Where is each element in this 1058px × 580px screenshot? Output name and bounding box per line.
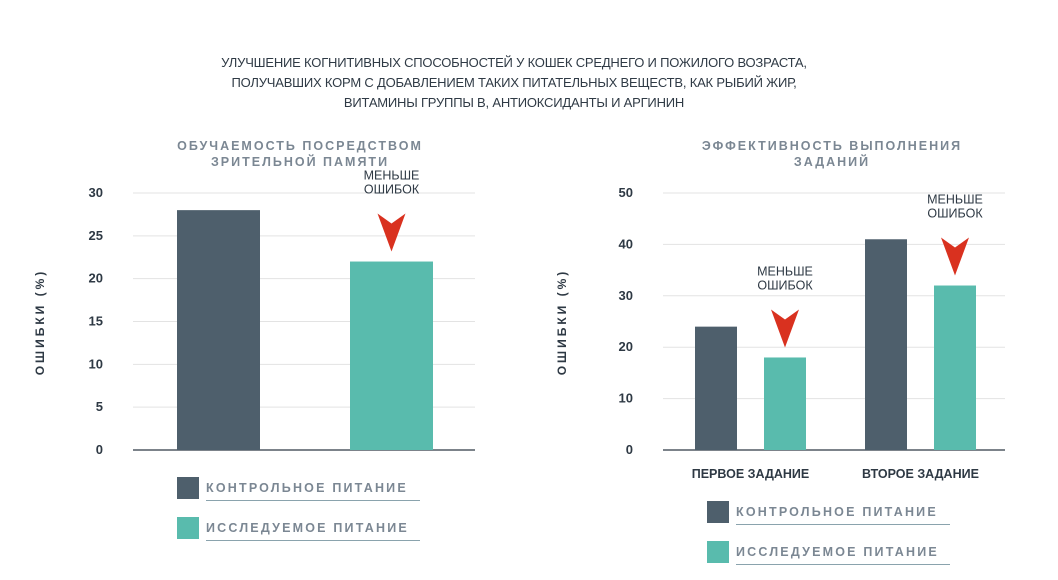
chart-1-title: ОБУЧАЕМОСТЬ ПОСРЕДСТВОМ ЗРИТЕЛЬНОЙ ПАМЯТ… [140, 138, 460, 170]
chart-1-legend-control-underline [206, 500, 420, 501]
chart-2-legend-control-label: КОНТРОЛЬНОЕ ПИТАНИЕ [736, 505, 938, 519]
chart-1-y-tick-label: 30 [89, 185, 103, 200]
chart-2-y-tick-label: 20 [619, 339, 633, 354]
chart-2-legend-test-underline [736, 564, 950, 565]
chart-1-annotation-arrow [377, 213, 406, 252]
chart-2-title-line-2: ЗАДАНИЙ [793, 155, 871, 169]
chart-2-annotation-text-line: ОШИБОК [757, 278, 813, 292]
chart-2-y-tick-label: 50 [619, 185, 633, 200]
chart-2-x-category-label: ПЕРВОЕ ЗАДАНИЕ [692, 467, 810, 481]
chart-2-legend-test-swatch [707, 541, 729, 563]
chart-1-y-tick-label: 20 [89, 271, 103, 286]
chart-2-y-tick-label: 30 [619, 288, 633, 303]
chart-1-legend-test-swatch [177, 517, 199, 539]
chart-1-bar-control-1 [177, 210, 260, 450]
chart-1-annotation-text-line: МЕНЬШЕ [364, 169, 420, 183]
chart-1-legend-control-label: КОНТРОЛЬНОЕ ПИТАНИЕ [206, 481, 408, 495]
chart-2-title: ЭФФЕКТИВНОСТЬ ВЫПОЛНЕНИЯ ЗАДАНИЙ [672, 138, 992, 170]
chart-2-bar-control-1 [695, 326, 737, 450]
main-title-line-1: УЛУЧШЕНИЕ КОГНИТИВНЫХ СПОСОБНОСТЕЙ У КОШ… [221, 55, 807, 70]
chart-2-legend-test-label: ИССЛЕДУЕМОЕ ПИТАНИЕ [736, 545, 939, 559]
chart-1-y-tick-label: 10 [89, 356, 103, 371]
main-title-line-3: ВИТАМИНЫ ГРУППЫ В, АНТИОКСИДАНТЫ И АРГИН… [343, 95, 685, 110]
chart-2-legend-control-underline [736, 524, 950, 525]
chart-2-x-category-label: ВТОРОЕ ЗАДАНИЕ [862, 467, 979, 481]
chart-1-y-tick-label: 0 [96, 442, 103, 457]
chart-2-bar-control-2 [865, 239, 907, 450]
chart-1-y-tick-label: 5 [96, 399, 103, 414]
chart-2-annotation-arrow [771, 309, 799, 348]
chart-2-legend-control-swatch [707, 501, 729, 523]
chart-1-y-tick-label: 25 [89, 228, 103, 243]
chart-1-title-line-1: ОБУЧАЕМОСТЬ ПОСРЕДСТВОМ [177, 139, 423, 153]
chart-2-title-line-1: ЭФФЕКТИВНОСТЬ ВЫПОЛНЕНИЯ [701, 139, 963, 153]
chart-1-y-tick-label: 15 [89, 314, 103, 329]
chart-2-y-tick-label: 0 [626, 442, 633, 457]
chart-2-bar-test-1 [764, 357, 806, 450]
chart-2-bar-test-2 [934, 285, 976, 450]
chart-2-annotation-text-line: МЕНЬШЕ [757, 264, 813, 278]
chart-1-legend-test-label: ИССЛЕДУЕМОЕ ПИТАНИЕ [206, 521, 409, 535]
chart-2-annotation-arrow [941, 237, 969, 276]
chart-2-y-tick-label: 40 [619, 236, 633, 251]
chart-1-bar-test-1 [350, 261, 433, 450]
chart-2-annotation-text-line: ОШИБОК [927, 207, 983, 221]
chart-1-title-line-2: ЗРИТЕЛЬНОЙ ПАМЯТИ [210, 155, 390, 169]
chart-1-legend-control-swatch [177, 477, 199, 499]
chart-2-annotation-text-line: МЕНЬШЕ [927, 193, 983, 207]
chart-1-annotation-text-line: ОШИБОК [364, 183, 420, 197]
chart-1-legend-test-underline [206, 540, 420, 541]
chart-2-y-tick-label: 10 [619, 391, 633, 406]
main-title-line-2: ПОЛУЧАВШИХ КОРМ С ДОБАВЛЕНИЕМ ТАКИХ ПИТА… [231, 75, 797, 90]
main-title: УЛУЧШЕНИЕ КОГНИТИВНЫХ СПОСОБНОСТЕЙ У КОШ… [0, 53, 1028, 113]
